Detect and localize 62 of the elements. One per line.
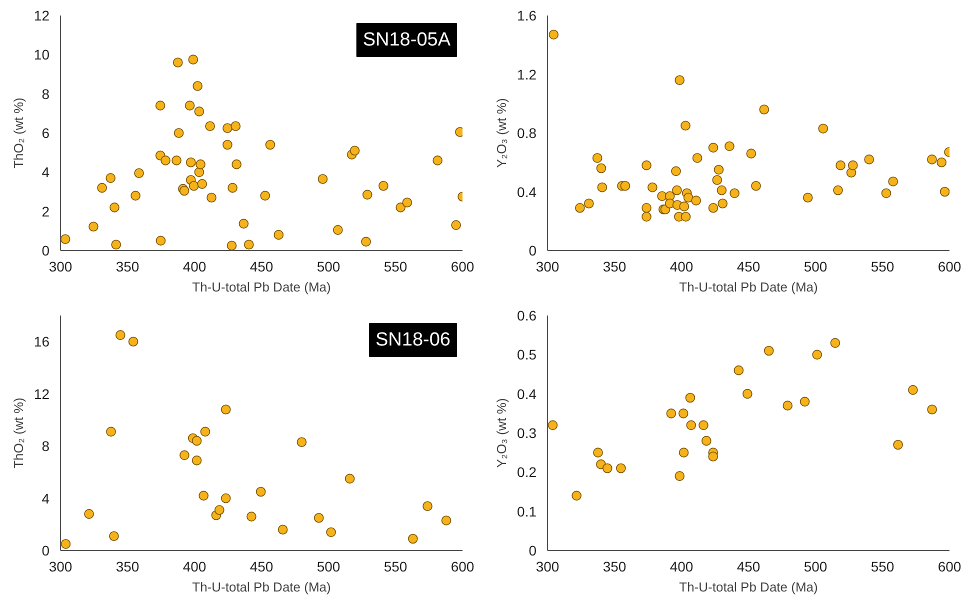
x-tick-label: 550 <box>384 558 408 574</box>
x-tick-label: 500 <box>804 558 828 574</box>
y-tick-label: 0.4 <box>517 386 537 402</box>
y-axis-title: Y₂O₃ (wt %) <box>494 398 510 468</box>
x-tick-label: 600 <box>938 258 962 274</box>
y-tick-label: 6 <box>42 125 50 141</box>
y-tick-label: 0 <box>528 242 537 258</box>
x-tick-label: 400 <box>670 558 694 574</box>
y-tick-label: 1.2 <box>517 66 537 82</box>
x-axis-title: Th-U-total Pb Date (Ma) <box>192 580 331 594</box>
x-tick-label: 450 <box>736 558 760 574</box>
x-tick-label: 350 <box>116 558 140 574</box>
y-axis-title: ThO₂ (wt %) <box>10 398 26 468</box>
y-axis-title: ThO₂ (wt %) <box>10 98 26 168</box>
x-tick-label: 600 <box>450 558 474 574</box>
x-tick-label: 600 <box>450 258 474 274</box>
x-tick-label: 300 <box>48 258 72 274</box>
y-tick-label: 16 <box>34 334 50 350</box>
y-tick-label: 0.8 <box>517 125 537 141</box>
y-tick-label: 0 <box>42 542 50 558</box>
y-tick-label: 0.2 <box>517 464 537 480</box>
x-tick-label: 450 <box>736 258 760 274</box>
y-axis-title: Y₂O₃ (wt %) <box>494 98 510 168</box>
annotation: SN18-06 <box>376 330 451 350</box>
x-tick-label: 550 <box>870 258 894 274</box>
y-tick-label: 2 <box>42 203 50 220</box>
x-tick-label: 350 <box>116 258 140 274</box>
x-tick-label: 350 <box>602 258 626 274</box>
x-tick-label: 450 <box>250 258 274 274</box>
x-tick-label: 500 <box>316 258 340 274</box>
y-tick-label: 8 <box>42 438 50 454</box>
y-tick-label: 0.3 <box>517 425 537 441</box>
x-tick-label: 500 <box>316 558 340 574</box>
x-axis-title: Th-U-total Pb Date (Ma) <box>679 280 818 294</box>
x-tick-label: 350 <box>602 558 626 574</box>
x-tick-label: 450 <box>250 558 274 574</box>
annotation: SN18-05A <box>362 30 451 50</box>
y-tick-label: 0.4 <box>517 184 537 200</box>
y-tick-label: 8 <box>42 86 50 102</box>
x-tick-label: 500 <box>804 258 828 274</box>
y-tick-label: 0.5 <box>517 346 537 363</box>
y-tick-label: 12 <box>34 386 50 402</box>
y-tick-label: 12 <box>34 8 50 24</box>
y-tick-label: 4 <box>42 164 50 180</box>
x-axis-title: Th-U-total Pb Date (Ma) <box>679 580 818 594</box>
y-tick-label: 10 <box>34 46 50 63</box>
x-tick-label: 300 <box>48 558 72 574</box>
y-tick-label: 0.1 <box>517 503 537 520</box>
y-tick-label: 1.6 <box>517 8 537 24</box>
x-tick-label: 400 <box>670 258 694 274</box>
x-tick-label: 550 <box>384 258 408 274</box>
x-axis-title: Th-U-total Pb Date (Ma) <box>192 280 331 294</box>
y-tick-label: 4 <box>42 490 50 506</box>
x-tick-label: 550 <box>870 558 894 574</box>
y-tick-label: 0 <box>42 242 50 258</box>
x-tick-label: 600 <box>938 558 962 574</box>
y-tick-label: 0 <box>528 542 537 558</box>
y-tick-label: 0.6 <box>517 308 537 324</box>
x-tick-label: 400 <box>182 258 206 274</box>
x-tick-label: 300 <box>536 558 560 574</box>
x-tick-label: 300 <box>536 258 560 274</box>
x-tick-label: 400 <box>182 558 206 574</box>
